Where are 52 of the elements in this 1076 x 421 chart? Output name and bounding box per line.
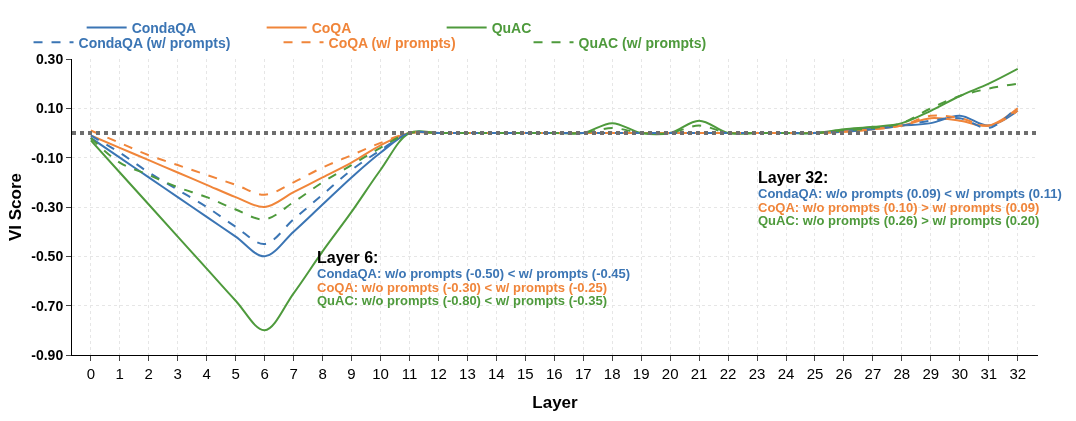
x-tick-label: 19 xyxy=(632,365,650,382)
x-tick-label: 4 xyxy=(202,365,211,382)
x-tick-label: 29 xyxy=(922,365,940,382)
x-tick-label: 31 xyxy=(980,365,998,382)
x-tick-label: 16 xyxy=(545,365,563,382)
annotation: CondaQA: w/o prompts (-0.50) < w/ prompts (-0.45) xyxy=(317,266,631,281)
x-tick-label: 24 xyxy=(777,365,795,382)
x-tick-label: 9 xyxy=(347,365,356,382)
y-axis-title: VI Score xyxy=(5,172,25,242)
x-tick-label: 12 xyxy=(430,365,447,382)
x-tick-label: 2 xyxy=(144,365,153,382)
y-tick-label: 0.30 xyxy=(35,50,64,67)
x-tick-label: 3 xyxy=(173,365,182,382)
x-tick-label: 30 xyxy=(951,365,969,382)
x-tick-label: 18 xyxy=(603,365,621,382)
legend-label: CoQA xyxy=(311,19,352,36)
x-tick-label: 0 xyxy=(86,365,95,382)
annotation: CondaQA: w/o prompts (0.09) < w/ prompts (0.11) xyxy=(758,186,1062,201)
x-tick-label: 15 xyxy=(516,365,534,382)
x-axis-title: Layer xyxy=(532,393,579,413)
y-tick-label: -0.70 xyxy=(31,297,64,314)
y-tick-label: -0.10 xyxy=(31,149,64,166)
x-tick-label: 6 xyxy=(260,365,269,382)
x-tick-label: 1 xyxy=(115,365,124,382)
annotation: Layer 32: xyxy=(758,169,829,186)
x-tick-label: 32 xyxy=(1009,365,1027,382)
x-tick-label: 5 xyxy=(231,365,240,382)
legend-label: QuAC (w/ prompts) xyxy=(578,34,707,51)
x-tick-label: 7 xyxy=(289,365,298,382)
x-tick-label: 17 xyxy=(574,365,592,382)
y-tick-label: -0.50 xyxy=(31,248,64,265)
legend-label: QuAC xyxy=(491,19,532,36)
x-tick-label: 11 xyxy=(401,365,418,382)
x-tick-label: 27 xyxy=(864,365,882,382)
x-tick-label: 20 xyxy=(661,365,679,382)
x-tick-label: 13 xyxy=(459,365,476,382)
x-tick-label: 8 xyxy=(318,365,327,382)
x-tick-label: 28 xyxy=(893,365,911,382)
annotation: CoQA: w/o prompts (-0.30) < w/ prompts (-0.25) xyxy=(317,280,607,295)
legend-label: CondaQA xyxy=(131,19,197,36)
x-tick-label: 26 xyxy=(835,365,853,382)
x-tick-label: 22 xyxy=(719,365,737,382)
y-tick-label: -0.30 xyxy=(31,198,64,215)
y-tick-label: -0.90 xyxy=(31,346,64,363)
x-tick-label: 25 xyxy=(806,365,824,382)
x-tick-label: 23 xyxy=(748,365,766,382)
x-tick-label: 21 xyxy=(690,365,708,382)
annotation: Layer 6: xyxy=(317,249,379,266)
annotation: CoQA: w/o prompts (0.10) > w/ prompts (0.09) xyxy=(758,200,1040,215)
x-tick-label: 14 xyxy=(488,365,505,382)
x-tick-label: 10 xyxy=(372,365,389,382)
y-tick-label: 0.10 xyxy=(35,100,64,117)
